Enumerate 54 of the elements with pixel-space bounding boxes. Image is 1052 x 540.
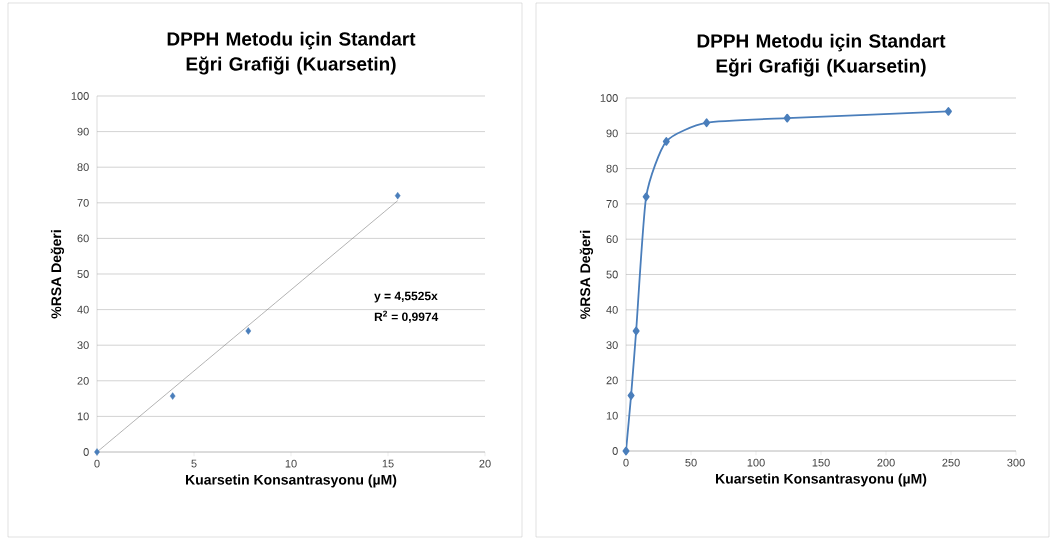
point [627, 391, 635, 400]
point [703, 118, 711, 128]
y-tick-label: 0 [612, 447, 618, 455]
y-tick-label: 20 [77, 376, 89, 385]
x-tick-label: 10 [285, 459, 297, 468]
point [394, 191, 401, 200]
y-tick-label: 70 [606, 200, 618, 208]
y-tick-label: 30 [77, 341, 89, 350]
annotation: y = 4,5525x [374, 291, 438, 303]
y-tick-label: 60 [606, 235, 618, 244]
y-tick-label: 20 [606, 376, 618, 385]
x-tick-label: 5 [191, 459, 197, 468]
y-tick-label: 50 [606, 270, 618, 279]
y-axis-title: %RSA Değeri [579, 230, 594, 319]
x-tick-label: 250 [942, 458, 960, 467]
y-tick-label: 80 [77, 163, 89, 172]
point [169, 392, 176, 400]
point [632, 326, 640, 336]
y-tick-label: 80 [606, 164, 618, 173]
annotation: R$^{2}$ = 0,9974 [374, 310, 439, 323]
y-tick-label: 40 [77, 305, 89, 314]
x-tick-label: 20 [479, 459, 491, 468]
y-tick-label: 30 [606, 341, 618, 349]
y-tick-label: 70 [77, 198, 89, 207]
point [245, 327, 252, 335]
y-tick-label: 90 [77, 127, 89, 136]
x-tick-label: 200 [877, 458, 895, 467]
x-tick-label: 50 [685, 458, 697, 467]
x-tick-label: 100 [747, 458, 765, 467]
y-tick-label: 40 [606, 305, 618, 314]
y-tick-label: 100 [71, 92, 89, 100]
x-tick-label: 0 [94, 459, 100, 468]
x-tick-label: 300 [1007, 458, 1025, 467]
y-tick-label: 10 [77, 412, 89, 421]
point [642, 192, 650, 202]
point [662, 137, 670, 146]
x-tick-label: 15 [382, 459, 394, 468]
y-tick-label: 0 [83, 448, 89, 456]
y-tick-label: 10 [606, 411, 618, 420]
y-tick-label: 60 [77, 234, 89, 243]
y-tick-label: 50 [77, 270, 89, 278]
point [94, 448, 100, 456]
y-tick-label: 100 [600, 94, 618, 102]
x-tick-label: 0 [623, 458, 629, 467]
x-tick-label: 150 [812, 458, 830, 467]
x-axis-title: Kuarsetin Konsantrasyonu (µM) [716, 473, 927, 487]
point [783, 113, 791, 123]
y-tick-label: 90 [606, 129, 618, 138]
point [944, 107, 952, 116]
x-axis-title: Kuarsetin Konsantrasyonu (µM) [186, 474, 397, 488]
chart-title: DPPH Metodu için Standart Eğri Grafiği (Kuarsetin) [697, 33, 946, 77]
y-axis-title: %RSA Değeri [50, 230, 65, 319]
point [622, 446, 630, 456]
chart-title: DPPH Metodu için Standart Eğri Grafiği (Kuarsetin) [167, 31, 416, 75]
